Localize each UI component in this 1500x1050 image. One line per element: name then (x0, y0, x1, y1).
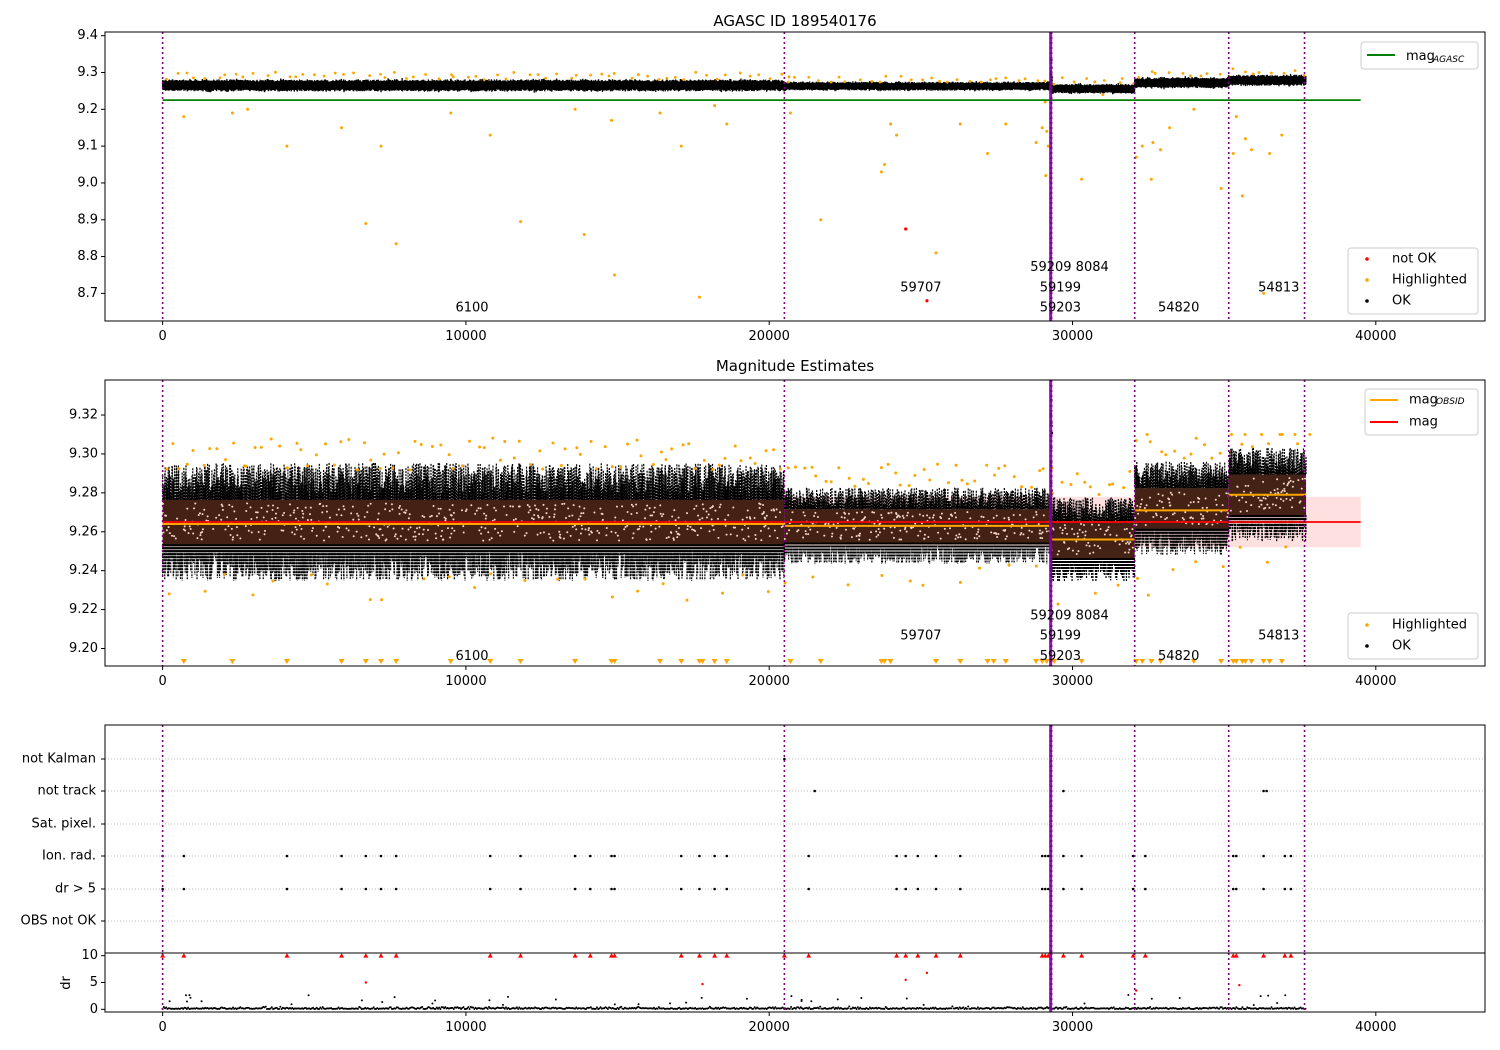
highlighted-point (723, 73, 727, 77)
highlighted-point (612, 72, 616, 75)
highlighted-point (1043, 79, 1047, 83)
highlighted-point (241, 75, 245, 79)
highlighted-point (646, 74, 649, 78)
highlighted-point (938, 79, 941, 83)
highlighted-point (837, 75, 841, 79)
highlighted-point (909, 78, 913, 82)
highlighted-point (544, 76, 548, 80)
highlighted-point (589, 73, 592, 77)
highlighted-point (574, 73, 578, 77)
highlighted-point (829, 80, 833, 84)
highlighted-point (266, 74, 270, 78)
highlighted-point (1023, 77, 1027, 81)
highlighted-point (682, 78, 686, 82)
highlighted-point (294, 75, 298, 79)
highlighted-point (451, 75, 455, 79)
highlighted-point (482, 78, 486, 81)
highlighted-point (528, 73, 532, 77)
highlighted-point (512, 71, 516, 74)
highlighted-point (715, 77, 719, 81)
highlighted-point (342, 72, 345, 76)
highlighted-point (899, 74, 903, 78)
highlighted-point (570, 76, 574, 80)
highlighted-point (218, 76, 222, 80)
highlighted-point (694, 70, 698, 74)
highlighted-point (496, 73, 499, 77)
highlighted-point (223, 73, 227, 77)
highlighted-point (536, 73, 540, 77)
subplot-title-magnitude-estimates: Magnitude Estimates (716, 357, 874, 375)
highlighted-point (994, 77, 998, 81)
highlighted-point (955, 78, 959, 82)
highlighted-point (945, 80, 949, 84)
highlighted-point (600, 72, 604, 76)
highlighted-point (383, 76, 387, 79)
highlighted-point (437, 77, 441, 81)
highlighted-point (858, 78, 862, 82)
highlighted-point (673, 76, 677, 79)
highlighted-point (392, 71, 396, 74)
highlighted-point (234, 72, 238, 76)
highlighted-point (288, 75, 292, 79)
highlighted-point (352, 71, 355, 75)
highlighted-point (313, 73, 316, 77)
highlighted-point (921, 78, 924, 82)
highlighted-point (322, 74, 326, 78)
highlighted-point (807, 75, 811, 79)
highlighted-point (748, 74, 752, 78)
highlighted-point (251, 71, 255, 75)
highlighted-point (1036, 79, 1040, 83)
highlighted-point (450, 73, 453, 77)
highlighted-point (424, 73, 427, 76)
highlighted-point (657, 78, 661, 81)
highlighted-point (466, 75, 470, 79)
highlighted-point (274, 70, 277, 74)
highlighted-point (989, 78, 992, 82)
highlighted-point (979, 80, 983, 84)
highlighted-point (333, 71, 337, 75)
highlighted-point (630, 76, 634, 80)
highlighted-point (878, 80, 882, 84)
highlighted-point (637, 73, 640, 77)
highlighted-point (768, 77, 772, 81)
dr-axis-label: dr (59, 976, 74, 990)
highlighted-point (930, 76, 934, 80)
highlighted-point (843, 80, 847, 84)
highlighted-point (1017, 79, 1021, 83)
highlighted-point (203, 77, 207, 80)
highlighted-point (665, 76, 669, 80)
highlighted-point (379, 72, 382, 76)
highlighted-point (870, 80, 874, 83)
highlighted-point (780, 72, 784, 76)
highlighted-point (411, 75, 415, 79)
highlighted-point (884, 74, 888, 78)
highlighted-point (786, 80, 790, 84)
highlighted-point (705, 73, 709, 77)
highlighted-point (738, 71, 742, 75)
highlighted-point (555, 72, 558, 76)
highlighted-point (176, 72, 180, 75)
highlighted-point (817, 79, 820, 83)
chart-title: AGASC ID 189540176 (713, 12, 876, 30)
highlighted-point (787, 75, 791, 79)
highlighted-point (192, 76, 195, 80)
highlighted-point (474, 74, 478, 78)
highlighted-point (793, 75, 796, 79)
highlighted-point (607, 74, 611, 78)
highlighted-point (405, 77, 408, 80)
highlighted-point (185, 71, 189, 75)
highlighted-point (164, 77, 168, 81)
highlighted-point (301, 72, 305, 76)
highlighted-point (757, 73, 761, 77)
highlighted-point (368, 74, 372, 78)
highlighted-point (504, 77, 508, 81)
highlighted-point (1004, 76, 1008, 80)
highlighted-point (968, 80, 972, 83)
